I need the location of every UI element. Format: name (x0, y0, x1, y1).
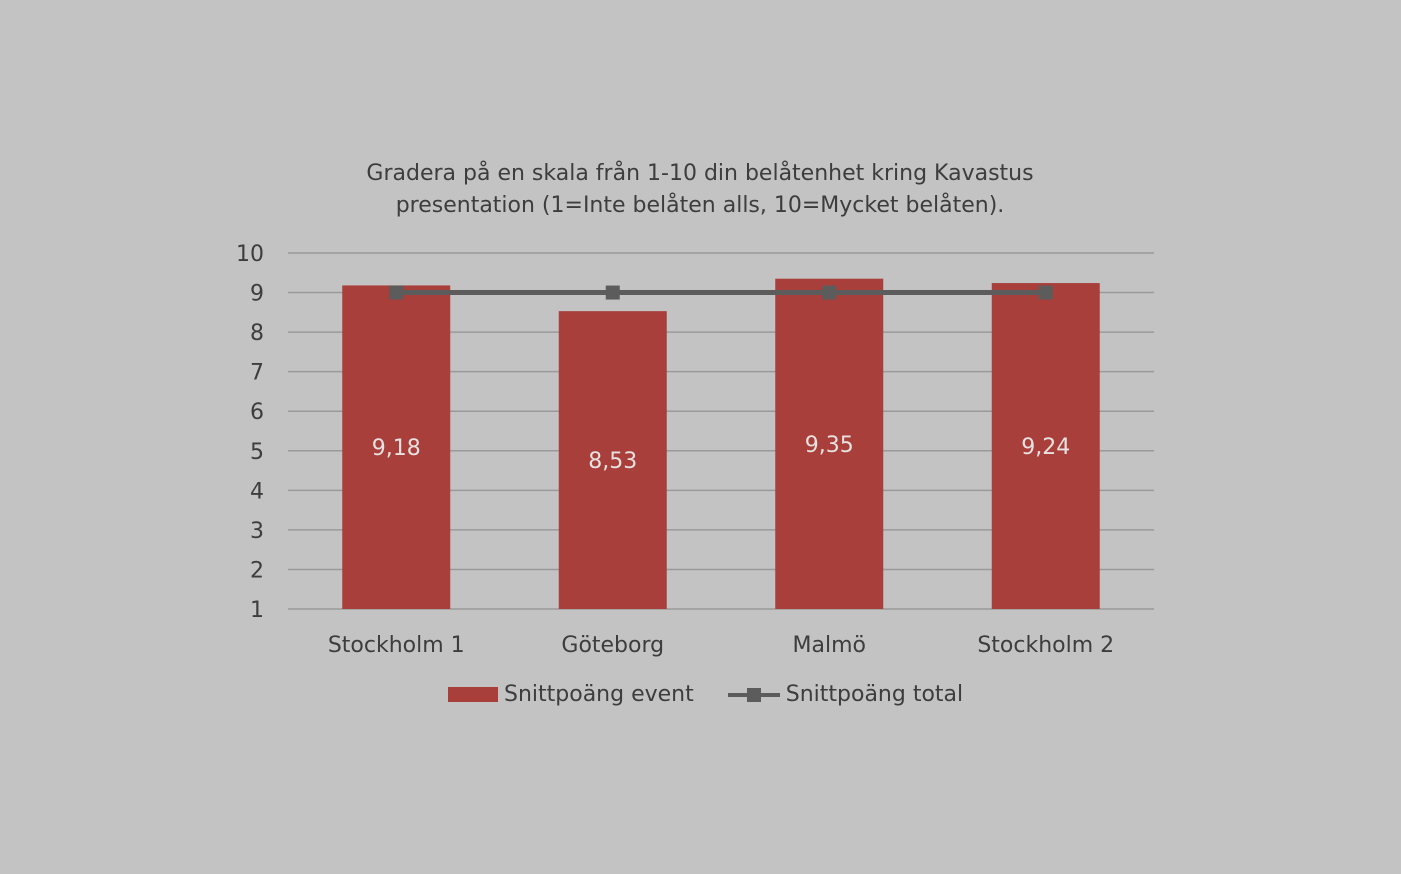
total-line-marker (1038, 285, 1053, 300)
legend-square-marker (746, 688, 761, 702)
total-line-marker (822, 285, 837, 300)
y-tick-label: 7 (250, 361, 264, 386)
x-axis-ticks: Stockholm 1 Göteborg Malmö Stockholm 2 (328, 633, 1114, 658)
y-axis-ticks: 1 2 3 4 5 6 7 8 9 10 (236, 242, 264, 623)
x-tick-label: Göteborg (561, 633, 664, 658)
chart-title: Gradera på en skala från 1-10 din belåte… (300, 158, 1100, 222)
y-tick-label: 4 (250, 479, 264, 504)
bar (991, 283, 1100, 609)
y-tick-label: 10 (236, 242, 264, 267)
x-tick-label: Stockholm 1 (328, 633, 465, 658)
chart-title-line-1: Gradera på en skala från 1-10 din belåte… (366, 161, 1034, 186)
bar-value-labels: 9,18 8,53 9,35 9,24 (372, 433, 1070, 474)
total-line-marker (389, 285, 404, 300)
bar (558, 311, 667, 609)
legend-swatch-line (727, 687, 780, 702)
legend-label-total: Snittpoäng total (785, 682, 964, 707)
total-line-marker (605, 285, 620, 300)
x-tick-label: Stockholm 2 (977, 633, 1114, 658)
y-tick-label: 8 (250, 321, 264, 346)
y-tick-label: 9 (250, 282, 264, 307)
y-tick-label: 5 (250, 440, 264, 465)
bar-value-label: 8,53 (588, 449, 637, 474)
legend-swatch-bar (448, 687, 498, 702)
legend-item-event: Snittpoäng event (448, 682, 694, 707)
legend-item-total: Snittpoäng total (727, 682, 964, 707)
legend: Snittpoäng event Snittpoäng total (448, 682, 997, 707)
chart-title-line-2: presentation (1=Inte belåten alls, 10=My… (395, 193, 1005, 218)
legend-label-event: Snittpoäng event (504, 682, 694, 707)
bar-value-label: 9,18 (372, 436, 421, 461)
bar-value-label: 9,24 (1021, 435, 1070, 460)
y-tick-label: 3 (250, 519, 264, 544)
x-tick-label: Malmö (793, 633, 866, 658)
bars (342, 278, 1100, 609)
bar-value-label: 9,35 (805, 433, 854, 458)
y-tick-label: 6 (250, 400, 264, 425)
y-tick-label: 1 (250, 598, 264, 623)
y-tick-label: 2 (250, 558, 264, 583)
total-line (389, 285, 1053, 300)
bar (342, 285, 451, 609)
bar (775, 278, 884, 609)
